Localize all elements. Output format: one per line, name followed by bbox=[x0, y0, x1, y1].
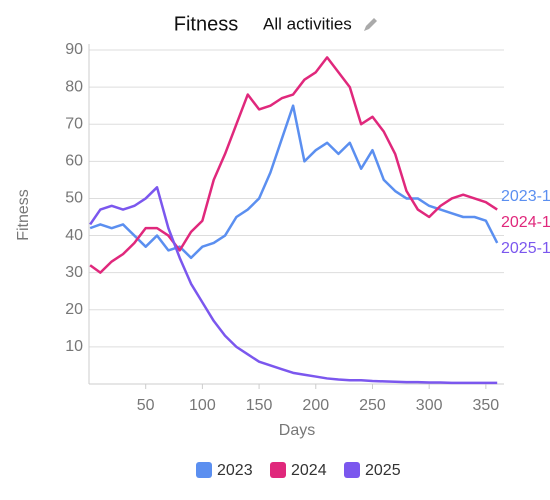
y-tick-label: 10 bbox=[65, 338, 83, 355]
x-tick-label: 100 bbox=[189, 397, 216, 414]
y-tick-label: 60 bbox=[65, 153, 83, 170]
x-tick-label: 350 bbox=[473, 397, 500, 414]
y-tick-label: 70 bbox=[65, 115, 83, 132]
legend-label: 2023 bbox=[217, 462, 253, 479]
edit-icon[interactable] bbox=[364, 18, 377, 31]
x-tick-label: 250 bbox=[359, 397, 386, 414]
end-label: 2023-1 bbox=[501, 188, 550, 205]
end-label: 2024-1 bbox=[501, 214, 550, 231]
x-tick-label: 300 bbox=[416, 397, 443, 414]
legend-swatch bbox=[344, 462, 360, 478]
series-line bbox=[89, 56, 498, 274]
y-tick-label: 40 bbox=[65, 227, 83, 244]
legend-swatch bbox=[196, 462, 212, 478]
activity-filter[interactable]: All activities bbox=[263, 14, 352, 33]
end-label: 2025-1 bbox=[501, 240, 550, 257]
y-tick-label: 20 bbox=[65, 301, 83, 318]
y-axis-label: Fitness bbox=[15, 189, 32, 241]
x-tick-label: 150 bbox=[246, 397, 273, 414]
y-tick-label: 30 bbox=[65, 264, 83, 281]
y-tick-label: 90 bbox=[65, 41, 83, 58]
y-tick-label: 80 bbox=[65, 78, 83, 95]
legend-label: 2025 bbox=[365, 462, 401, 479]
x-axis-label: Days bbox=[279, 422, 315, 439]
chart-title: Fitness bbox=[174, 13, 238, 35]
legend-label: 2024 bbox=[291, 462, 327, 479]
series-line bbox=[89, 104, 499, 260]
x-tick-label: 50 bbox=[137, 397, 155, 414]
series-line bbox=[89, 186, 498, 385]
y-tick-label: 50 bbox=[65, 190, 83, 207]
legend-swatch bbox=[270, 462, 286, 478]
x-tick-label: 200 bbox=[302, 397, 329, 414]
